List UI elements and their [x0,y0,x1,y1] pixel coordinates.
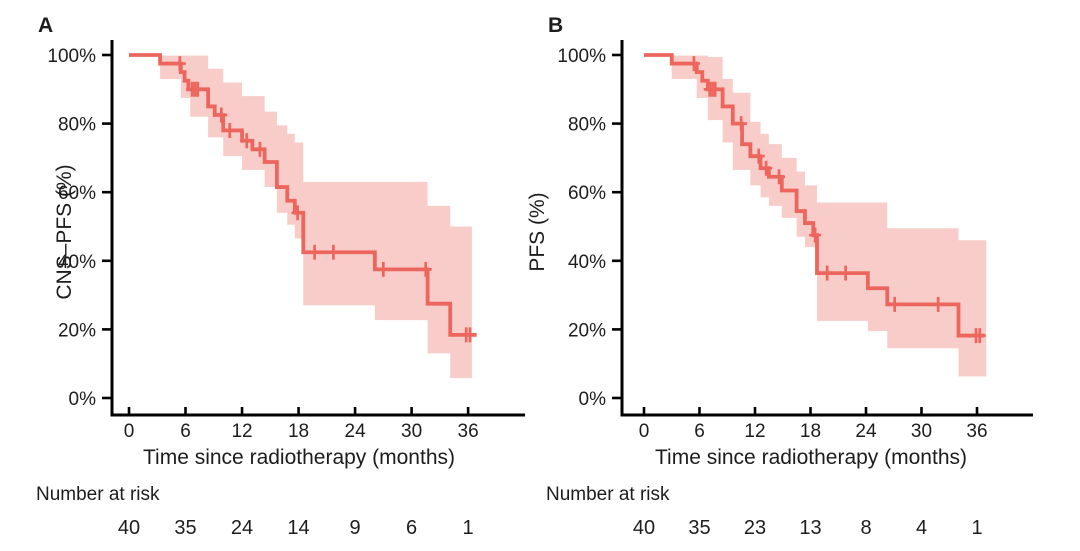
risk-counts-row: 40 35 24 14 9 6 1 [118,517,474,539]
risk-count: 35 [174,517,196,539]
x-tick-label: 30 [911,421,932,442]
risk-count: 1 [971,517,982,539]
y-tick-label: 20% [58,320,96,341]
x-tick-label: 0 [124,421,135,442]
y-tick-label: 100% [47,46,96,67]
risk-count: 35 [688,517,710,539]
censor-marks [687,56,986,344]
panel-a-x-axis-title: Time since radiotherapy (months) [142,446,456,469]
panel-b-x-axis-title: Time since radiotherapy (months) [654,446,968,469]
risk-count: 1 [463,517,474,539]
risk-counts-row: 40 35 23 13 8 4 1 [633,517,983,539]
y-tick-label: 80% [58,115,96,136]
panel-b-letter: B [548,14,564,37]
censor-marks [173,56,477,343]
x-tick-label: 0 [639,421,650,442]
confidence-band [671,55,987,377]
x-tick-label: 12 [744,421,765,442]
y-tick-label: 100% [557,46,606,67]
y-tick-label: 60% [58,183,96,204]
x-tick-label: 30 [401,421,422,442]
risk-count: 24 [231,517,253,539]
risk-count: 23 [744,517,766,539]
x-tick-label: 36 [966,421,987,442]
y-tick-label: 60% [568,183,606,204]
km-panel-b: 0 6 12 18 24 30 360%20%40%60%80%100%40 35 23 13 8 4… [557,40,1033,539]
axis-lines [110,40,525,417]
survival-curve [129,53,477,337]
risk-count: 4 [916,517,927,539]
y-tick-label: 0% [579,389,607,410]
axis-lines [620,40,1033,417]
panel-a-y-axis-title: CNS–PFS (%) [53,164,76,300]
y-tick-label: 0% [69,389,97,410]
risk-count: 40 [633,517,655,539]
risk-count: 40 [118,517,140,539]
risk-count: 6 [406,517,417,539]
risk-count: 14 [287,517,309,539]
x-tick-label: 36 [458,421,479,442]
y-tick-label: 20% [568,320,606,341]
panel-b-y-axis-title: PFS (%) [526,192,549,272]
x-tick-label: 6 [180,421,191,442]
y-tick-label: 80% [568,115,606,136]
x-tick-label: 24 [855,421,877,442]
risk-count: 13 [799,517,821,539]
x-tick-label: 18 [800,421,821,442]
panel-a-letter: A [38,14,54,37]
x-tick-label: 24 [345,421,367,442]
y-tick-label: 40% [58,252,96,273]
panel-a-number-at-risk-label: Number at risk [36,484,160,505]
x-tick-label: 18 [288,421,309,442]
y-tick-label: 40% [568,252,606,273]
x-tick-label: 12 [231,421,252,442]
confidence-band [160,55,472,379]
risk-count: 8 [860,517,871,539]
x-tick-label: 6 [694,421,705,442]
km-panel-a: 0 6 12 18 24 30 36 0% 20% 40% 60% 80% 100% 40 35 24 14 9 6… [47,40,525,539]
panel-b-number-at-risk-label: Number at risk [546,484,670,505]
risk-count: 9 [350,517,361,539]
